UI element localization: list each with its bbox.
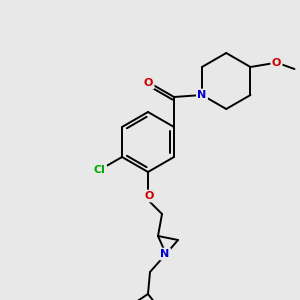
Text: N: N [197, 90, 207, 100]
Text: O: O [144, 191, 154, 201]
Text: Cl: Cl [94, 165, 105, 175]
Text: O: O [272, 58, 281, 68]
Text: O: O [144, 78, 153, 88]
Text: N: N [160, 249, 169, 259]
